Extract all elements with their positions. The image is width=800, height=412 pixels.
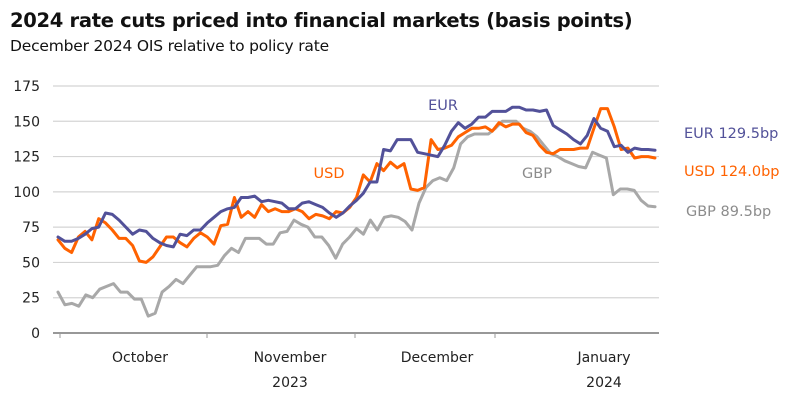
end-label-eur: EUR 129.5bp [684,126,778,142]
x-tick-label: January [576,350,630,366]
series-labels: EUR EUR 129.5bp USD USD 124.0bp GBP GBP 89.5b… [314,98,780,220]
y-tick-label: 150 [13,114,40,130]
gridlines [53,85,659,299]
inline-label-gbp: GBP [522,166,552,182]
series-lines [56,105,657,318]
end-label-usd: USD 124.0bp [684,164,780,180]
inline-label-eur: EUR [428,98,458,114]
y-axis-ticks: 0 25 50 75 100 125 150 175 [13,79,40,342]
x-axis: October November 2023 December January 2024 [53,332,659,391]
y-tick-label: 125 [13,150,40,166]
y-tick-label: 75 [22,220,40,236]
end-label-gbp: GBP 89.5bp [686,204,771,220]
y-tick-label: 25 [22,291,40,307]
series-line-usd [56,107,657,264]
chart-subtitle: December 2024 OIS relative to policy rat… [10,37,329,55]
chart-title: 2024 rate cuts priced into financial mar… [10,9,633,32]
y-tick-label: 0 [31,326,40,342]
series-line-eur [56,105,657,249]
y-tick-label: 175 [13,79,40,95]
x-tick-label: November [254,350,327,366]
series-line-gbp [56,119,657,318]
x-year-label: 2023 [272,375,308,391]
y-tick-label: 100 [13,185,40,201]
x-tick-label: December [401,350,474,366]
inline-label-usd: USD [314,166,345,182]
y-tick-label: 50 [22,255,40,271]
x-tick-label: October [112,350,168,366]
x-year-label: 2024 [586,375,622,391]
